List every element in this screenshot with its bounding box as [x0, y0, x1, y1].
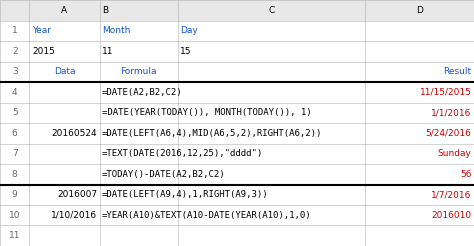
Text: 3: 3: [12, 67, 18, 76]
Bar: [0, 184, 474, 205]
Bar: [0, 164, 474, 184]
Bar: [0, 143, 474, 164]
Bar: [0, 103, 474, 123]
Text: Day: Day: [180, 26, 198, 35]
Text: 2016010: 2016010: [431, 211, 472, 220]
Text: Formula: Formula: [120, 67, 157, 76]
Text: 7: 7: [12, 149, 18, 158]
Text: 5: 5: [12, 108, 18, 117]
Bar: [0, 41, 474, 62]
Text: 1/10/2016: 1/10/2016: [51, 211, 97, 220]
Text: 1/7/2016: 1/7/2016: [431, 190, 472, 199]
Text: 2015: 2015: [32, 47, 55, 56]
Bar: [0, 20, 474, 41]
Text: 56: 56: [460, 170, 472, 179]
Text: D: D: [416, 6, 423, 15]
Text: Result: Result: [444, 67, 472, 76]
Text: 20160524: 20160524: [52, 129, 97, 138]
Text: =YEAR(A10)&TEXT(A10-DATE(YEAR(A10),1,0): =YEAR(A10)&TEXT(A10-DATE(YEAR(A10),1,0): [102, 211, 311, 220]
Text: 5/24/2016: 5/24/2016: [426, 129, 472, 138]
Text: Month: Month: [102, 26, 130, 35]
Text: B: B: [102, 6, 108, 15]
Text: 1/1/2016: 1/1/2016: [431, 108, 472, 117]
Text: 15: 15: [180, 47, 191, 56]
Bar: [0, 123, 474, 143]
Bar: [0, 62, 474, 82]
Text: =DATE(YEAR(TODAY()), MONTH(TODAY()), 1): =DATE(YEAR(TODAY()), MONTH(TODAY()), 1): [102, 108, 311, 117]
Text: 2016007: 2016007: [57, 190, 97, 199]
Text: 8: 8: [12, 170, 18, 179]
Text: Data: Data: [54, 67, 75, 76]
Text: =DATE(LEFT(A6,4),MID(A6,5,2),RIGHT(A6,2)): =DATE(LEFT(A6,4),MID(A6,5,2),RIGHT(A6,2)…: [102, 129, 322, 138]
Text: =DATE(A2,B2,C2): =DATE(A2,B2,C2): [102, 88, 182, 97]
Bar: [0, 205, 474, 226]
Text: =TODAY()-DATE(A2,B2,C2): =TODAY()-DATE(A2,B2,C2): [102, 170, 226, 179]
Text: 9: 9: [12, 190, 18, 199]
Text: C: C: [268, 6, 274, 15]
Text: 4: 4: [12, 88, 18, 97]
Text: 11: 11: [9, 231, 20, 240]
Text: 1: 1: [12, 26, 18, 35]
Text: 10: 10: [9, 211, 20, 220]
Bar: [0, 82, 474, 103]
Text: Year: Year: [32, 26, 51, 35]
Text: =DATE(LEFT(A9,4),1,RIGHT(A9,3)): =DATE(LEFT(A9,4),1,RIGHT(A9,3)): [102, 190, 269, 199]
Text: 6: 6: [12, 129, 18, 138]
Text: Sunday: Sunday: [438, 149, 472, 158]
Text: =TEXT(DATE(2016,12,25),"dddd"): =TEXT(DATE(2016,12,25),"dddd"): [102, 149, 263, 158]
Bar: [0, 0, 474, 20]
Text: A: A: [62, 6, 67, 15]
Text: 11: 11: [102, 47, 113, 56]
Text: 11/15/2015: 11/15/2015: [420, 88, 472, 97]
Bar: [0, 226, 474, 246]
Text: 2: 2: [12, 47, 18, 56]
